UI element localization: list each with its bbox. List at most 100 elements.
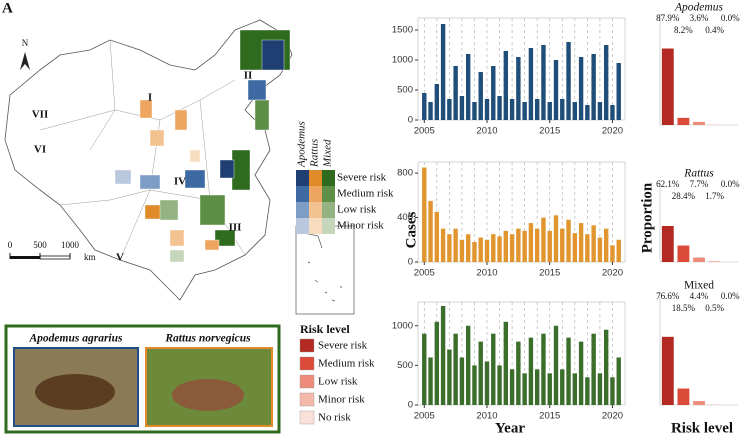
bar: [661, 48, 674, 125]
bar: [534, 228, 540, 262]
region-label: VII: [32, 109, 49, 121]
value-label: 0.0%: [721, 179, 740, 189]
risk-area: [219, 159, 235, 179]
plot-frame: [417, 161, 626, 263]
x-tick-label: 2010: [476, 268, 497, 279]
bar: [572, 233, 578, 262]
north-arrow: [20, 52, 30, 70]
x-tick-label: 2005: [414, 268, 435, 279]
bar: [453, 228, 458, 262]
risk-area: [149, 129, 165, 147]
value-label: 8.2%: [674, 25, 693, 35]
risk-area: [204, 239, 220, 251]
bar: [434, 321, 440, 405]
bar: [509, 234, 515, 262]
plot-frame: [417, 17, 626, 121]
bar: [440, 305, 446, 405]
value-label: 1.7%: [705, 191, 724, 201]
scale-label: 500: [33, 240, 47, 250]
risk-area: [169, 229, 185, 247]
y-tick-label: 1500: [392, 25, 413, 36]
bar: [447, 234, 452, 262]
bar: [610, 245, 615, 262]
photo-title: Rattus norvegicus: [164, 333, 251, 345]
bar: [585, 105, 590, 120]
risk-area: [139, 174, 161, 190]
bar: [516, 57, 521, 120]
bar: [560, 369, 565, 405]
bar: [553, 215, 559, 262]
legend-column: Mixed: [322, 139, 334, 168]
risk-area: [247, 79, 267, 101]
bar: [585, 234, 590, 262]
inset-frame: [295, 225, 355, 315]
x-tick-label: 2020: [602, 268, 623, 279]
bar: [497, 96, 502, 120]
legend-swatch: [299, 374, 315, 389]
x-tick-label: 2020: [602, 126, 623, 137]
legend-swatch: [299, 410, 315, 425]
legend-swatch: [322, 186, 335, 202]
bar: [447, 99, 452, 120]
legend-swatch: [296, 202, 309, 218]
y-tick-label: 1000: [392, 320, 413, 331]
bar: [422, 167, 427, 262]
value-label: 3.6%: [690, 13, 709, 23]
bar: [478, 72, 483, 120]
bar: [484, 361, 490, 405]
bar: [610, 377, 615, 405]
x-tick-label: 2005: [414, 411, 435, 422]
north-label: N: [22, 38, 29, 48]
bar: [566, 337, 571, 405]
bar: [428, 102, 433, 120]
risk-area: [174, 109, 188, 131]
bar: [661, 225, 674, 262]
photo-title: Apodemus agrarius: [29, 333, 124, 345]
bar: [503, 230, 509, 262]
scale-label: 1000: [61, 240, 80, 250]
rodent-figure: [172, 379, 244, 411]
risk-area: [114, 169, 132, 185]
risk-area: [214, 229, 236, 247]
bar: [591, 54, 596, 120]
region-label: III: [229, 222, 242, 234]
risk-area: [199, 194, 226, 226]
risk-area: [261, 39, 285, 71]
bar: [484, 99, 490, 120]
plot-frame: [417, 301, 626, 406]
bar: [591, 333, 596, 405]
bar: [534, 99, 540, 120]
legend-label: Minor risk: [337, 220, 384, 232]
bar: [597, 102, 603, 120]
x-tick-label: 2020: [602, 411, 623, 422]
x-axis-label: Risk level: [671, 420, 733, 436]
legend-label: Low risk: [318, 376, 358, 388]
bar: [491, 66, 496, 120]
bar: [560, 99, 565, 120]
value-label: 76.6%: [656, 291, 680, 301]
scale-unit: km: [84, 252, 96, 262]
region-label: II: [244, 70, 253, 82]
legend-swatch: [309, 186, 322, 202]
bar: [610, 105, 615, 120]
value-label: 0.0%: [721, 13, 740, 23]
value-label: 4.4%: [690, 291, 709, 301]
legend-label: No risk: [318, 412, 351, 424]
value-label: 7.7%: [690, 179, 709, 189]
bar: [465, 325, 471, 405]
bar: [616, 239, 621, 262]
bar: [541, 333, 546, 405]
legend-label: Medium risk: [318, 358, 375, 370]
legend-label: Severe risk: [337, 172, 387, 184]
bar: [677, 117, 690, 125]
bar: [522, 373, 527, 405]
region-label: I: [148, 92, 152, 104]
bar: [459, 239, 465, 262]
y-tick-label: 500: [397, 360, 413, 371]
bar: [528, 48, 534, 120]
legend-label: Medium risk: [337, 188, 394, 200]
legend-swatch: [296, 218, 309, 234]
y-tick-label: 0: [408, 115, 413, 126]
risk-area: [159, 199, 179, 221]
